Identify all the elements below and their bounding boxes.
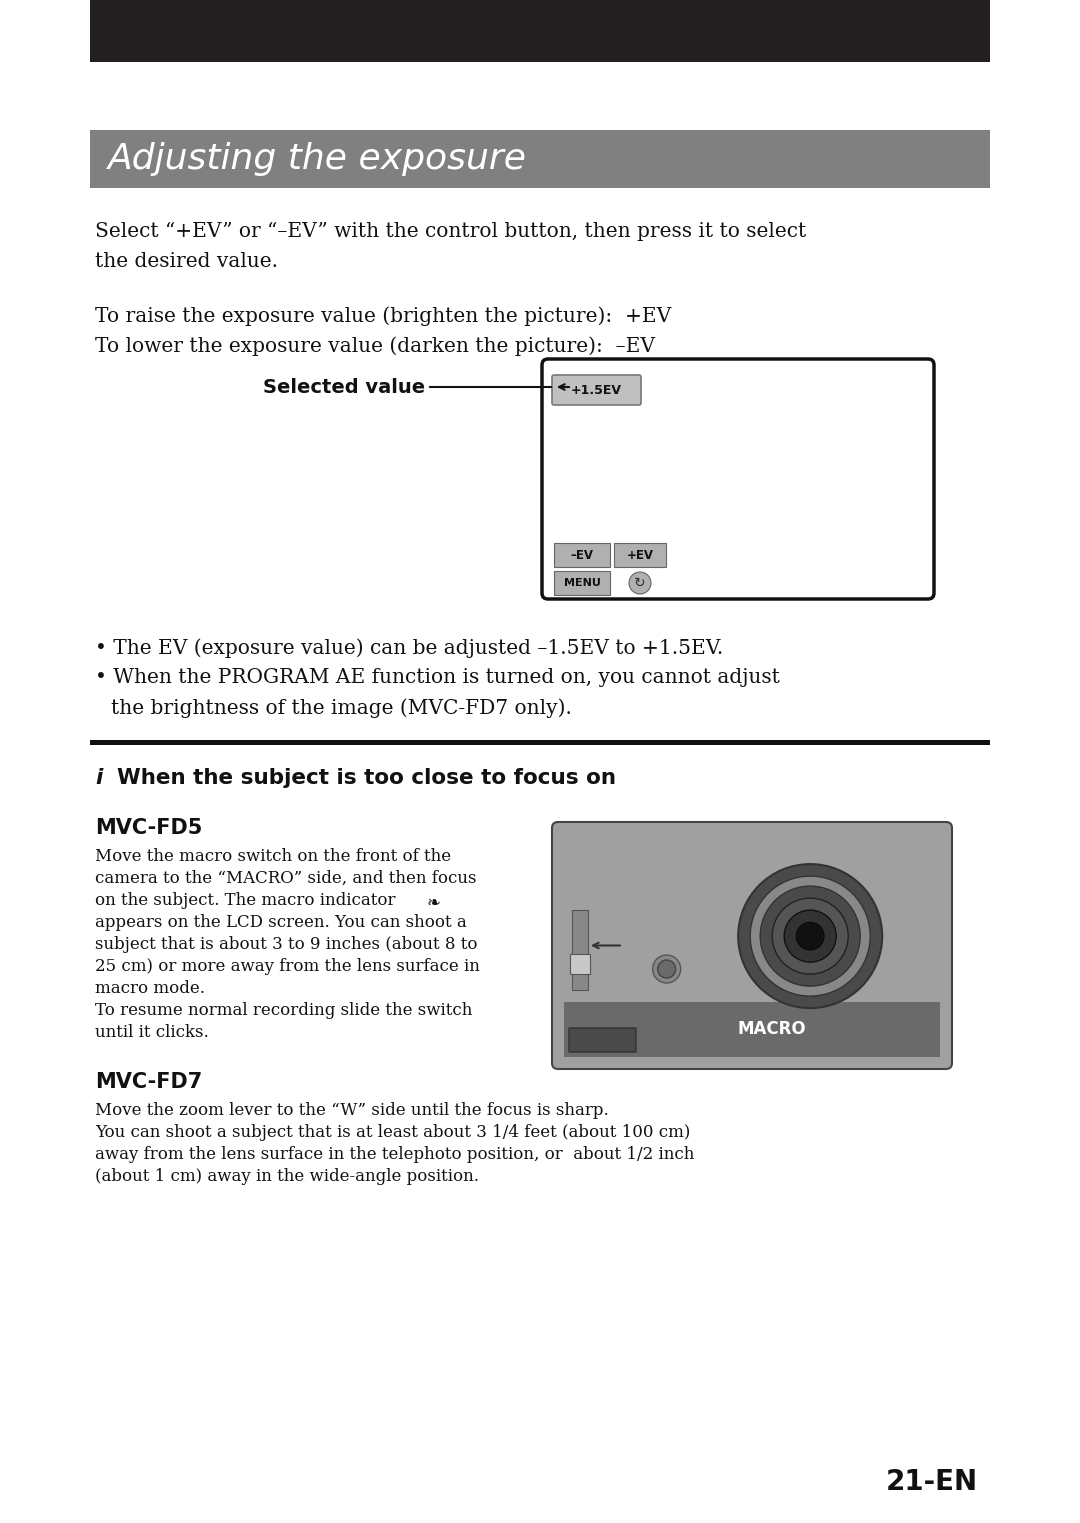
Text: MVC-FD5: MVC-FD5 [95, 818, 202, 838]
Text: Selected value: Selected value [262, 378, 426, 396]
Text: on the subject. The macro indicator: on the subject. The macro indicator [95, 892, 395, 909]
Text: Move the zoom lever to the “W” side until the focus is sharp.: Move the zoom lever to the “W” side unti… [95, 1103, 609, 1119]
Text: i: i [95, 768, 103, 787]
Circle shape [751, 876, 870, 996]
Text: MVC-FD7: MVC-FD7 [95, 1072, 202, 1092]
Circle shape [772, 899, 848, 975]
Text: macro mode.: macro mode. [95, 979, 205, 998]
Bar [554, 544, 610, 567]
Text: the brightness of the image (MVC-FD7 only).: the brightness of the image (MVC-FD7 onl… [111, 698, 572, 717]
Bar [615, 544, 666, 567]
FancyBboxPatch shape [552, 375, 642, 405]
Circle shape [784, 911, 836, 963]
Text: 21-EN: 21-EN [886, 1468, 978, 1496]
Circle shape [739, 864, 882, 1008]
Text: To raise the exposure value (brighten the picture):  +EV: To raise the exposure value (brighten th… [95, 306, 672, 326]
Bar [90, 129, 990, 187]
Text: away from the lens surface in the telephoto position, or  about 1/2 inch: away from the lens surface in the teleph… [95, 1145, 694, 1164]
Text: (about 1 cm) away in the wide-angle position.: (about 1 cm) away in the wide-angle posi… [95, 1168, 480, 1185]
FancyBboxPatch shape [569, 1028, 636, 1052]
FancyBboxPatch shape [542, 359, 934, 599]
Circle shape [629, 573, 651, 594]
Text: • The EV (exposure value) can be adjusted –1.5EV to +1.5EV.: • The EV (exposure value) can be adjuste… [95, 638, 724, 658]
Text: –EV: –EV [570, 548, 594, 562]
Text: When the subject is too close to focus on: When the subject is too close to focus o… [117, 768, 616, 787]
Text: +1.5EV: +1.5EV [571, 384, 622, 396]
Text: ❧: ❧ [427, 894, 441, 912]
Text: To lower the exposure value (darken the picture):  –EV: To lower the exposure value (darken the … [95, 337, 654, 356]
Text: appears on the LCD screen. You can shoot a: appears on the LCD screen. You can shoot… [95, 914, 467, 931]
Bar [564, 1002, 940, 1057]
Circle shape [760, 886, 860, 985]
Bar [554, 571, 610, 595]
Text: MACRO: MACRO [737, 1020, 806, 1039]
Text: +EV: +EV [626, 548, 653, 562]
Text: Select “+EV” or “–EV” with the control button, then press it to select: Select “+EV” or “–EV” with the control b… [95, 222, 807, 241]
Text: the desired value.: the desired value. [95, 251, 278, 271]
Bar [90, 740, 990, 745]
FancyBboxPatch shape [552, 822, 951, 1069]
Bar [90, 0, 990, 62]
Circle shape [796, 921, 824, 950]
Text: • When the PROGRAM AE function is turned on, you cannot adjust: • When the PROGRAM AE function is turned… [95, 669, 780, 687]
Text: camera to the “MACRO” side, and then focus: camera to the “MACRO” side, and then foc… [95, 870, 476, 886]
Circle shape [658, 959, 676, 978]
Text: until it clicks.: until it clicks. [95, 1023, 208, 1042]
Text: You can shoot a subject that is at least about 3 1/4 feet (about 100 cm): You can shoot a subject that is at least… [95, 1124, 690, 1141]
Text: subject that is about 3 to 9 inches (about 8 to: subject that is about 3 to 9 inches (abo… [95, 937, 477, 953]
Text: MENU: MENU [564, 579, 600, 588]
Bar [570, 955, 590, 975]
Text: Adjusting the exposure: Adjusting the exposure [108, 142, 527, 177]
Bar [572, 911, 588, 990]
Text: To resume normal recording slide the switch: To resume normal recording slide the swi… [95, 1002, 472, 1019]
Text: Move the macro switch on the front of the: Move the macro switch on the front of th… [95, 848, 451, 865]
Text: ↻: ↻ [634, 576, 646, 589]
Circle shape [652, 955, 680, 982]
Text: 25 cm) or more away from the lens surface in: 25 cm) or more away from the lens surfac… [95, 958, 480, 975]
